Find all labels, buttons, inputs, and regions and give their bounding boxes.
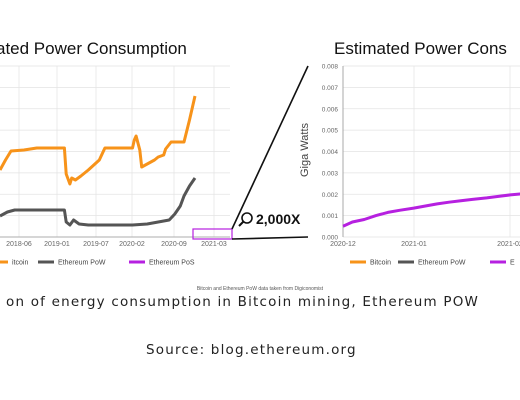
left-chart: ated Power Consumption 2018-06 2019-01 201… <box>0 39 233 267</box>
figure-caption: on of energy consumption in Bitcoin mini… <box>6 294 480 310</box>
right-legend: Bitcoin Ethereum PoW E <box>350 260 515 267</box>
attribution: Bitcoin and Ethereum PoW data taken from… <box>197 286 324 292</box>
right-legend-bitcoin: Bitcoin <box>370 260 391 267</box>
right-y-tick-label: 0.004 <box>322 149 339 156</box>
zoom-line-upper <box>231 65 309 230</box>
right-chart-title: Estimated Power Cons <box>334 39 507 58</box>
left-x-tick-label: 2019-01 <box>44 241 70 248</box>
left-x-ticks: 2018-06 2019-01 2019-07 2020-02 2020-09 2021-… <box>6 241 227 248</box>
left-legend-ethereum-pos: Ethereum PoS <box>149 260 195 267</box>
right-y-tick-label: 0.002 <box>322 192 339 199</box>
right-chart: Estimated Power Cons 0.0000.0010.0020.00… <box>299 39 520 267</box>
ethereum-pow-line <box>0 177 197 227</box>
right-legend-ethereum-pow: Ethereum PoW <box>418 260 466 267</box>
right-y-tick-label: 0.007 <box>322 85 339 92</box>
right-legend-ethereum-pos: E <box>510 260 515 267</box>
left-x-tick-label: 2019-07 <box>83 241 109 248</box>
left-x-tick-label: 2018-06 <box>6 241 32 248</box>
right-x-tick-label: 2021-02 <box>497 241 520 248</box>
left-x-tick-label: 2020-02 <box>119 241 145 248</box>
source-caption: Source: blog.ethereum.org <box>146 342 357 358</box>
left-legend: itcoin Ethereum PoW Ethereum PoS <box>0 260 195 267</box>
right-x-tick-label: 2020-12 <box>330 241 356 248</box>
right-series <box>342 192 520 228</box>
left-legend-bitcoin: itcoin <box>12 260 28 267</box>
left-chart-title: ated Power Consumption <box>0 39 187 58</box>
magnifier-icon <box>238 212 253 227</box>
right-y-tick-label: 0.006 <box>322 106 339 113</box>
left-legend-ethereum-pow: Ethereum PoW <box>58 260 106 267</box>
zoom-label: 2,000X <box>256 211 301 227</box>
left-x-tick-label: 2021-03 <box>201 241 227 248</box>
ethereum-pos-line <box>342 192 520 228</box>
right-y-ticks: 0.000 0.001 0.002 0.003 0.004 0.005 0.006 0.007… <box>322 64 339 242</box>
left-x-tick-label: 2020-09 <box>161 241 187 248</box>
zoom-connector: 2,000X <box>231 65 309 240</box>
bitcoin-line <box>0 95 197 186</box>
right-x-ticks: 2020-12 2021-01 2021-02 <box>330 241 520 248</box>
left-series <box>0 95 197 227</box>
left-grid <box>0 65 230 238</box>
right-y-tick-label: 0.001 <box>322 213 339 220</box>
right-y-tick-label: 0.005 <box>322 128 339 135</box>
zoom-line-lower <box>231 236 309 240</box>
zoom-highlight-box <box>192 228 233 240</box>
right-y-tick-label: 0.008 <box>322 64 339 71</box>
right-y-tick-label: 0.003 <box>322 170 339 177</box>
right-x-tick-label: 2021-01 <box>401 241 427 248</box>
right-grid <box>342 65 520 238</box>
right-y-axis-label: Giga Watts <box>299 123 311 177</box>
right-y-tick-label: 0.000 <box>322 235 339 242</box>
